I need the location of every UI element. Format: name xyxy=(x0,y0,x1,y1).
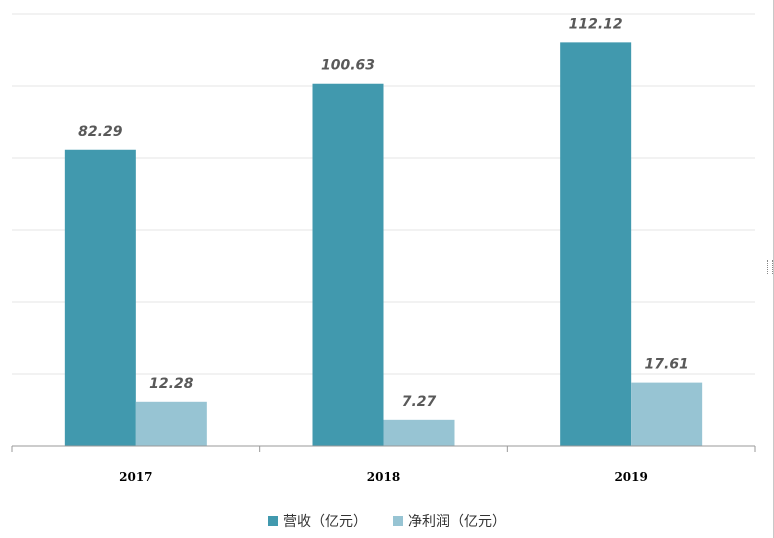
data-labels: 82.29 12.28 100.63 7.27 112.12 17.61 xyxy=(78,16,689,409)
bar[interactable] xyxy=(631,382,703,446)
data-label: 100.63 xyxy=(321,58,375,74)
bars xyxy=(64,42,703,447)
x-tick-label: 2018 xyxy=(367,470,400,484)
data-label: 82.29 xyxy=(78,124,123,140)
legend-swatch-net-profit xyxy=(393,516,403,526)
legend: 营收（亿元） 净利润（亿元） xyxy=(0,511,774,531)
data-label: 17.61 xyxy=(645,357,689,373)
x-tick-label: 2017 xyxy=(119,470,152,484)
legend-item-net-profit[interactable]: 净利润（亿元） xyxy=(393,511,506,531)
bar[interactable] xyxy=(135,401,207,446)
legend-swatch-revenue xyxy=(268,516,278,526)
resize-handle[interactable] xyxy=(767,260,773,274)
x-axis: 2017 2018 2019 xyxy=(11,445,756,484)
data-label: 7.27 xyxy=(402,394,437,410)
legend-label-revenue: 营收（亿元） xyxy=(283,514,367,530)
legend-item-revenue[interactable]: 营收（亿元） xyxy=(268,511,367,531)
data-label: 112.12 xyxy=(569,16,623,32)
data-label: 12.28 xyxy=(149,376,194,392)
x-tick-label: 2019 xyxy=(614,470,647,484)
bar[interactable] xyxy=(64,149,136,447)
bar[interactable] xyxy=(560,42,632,446)
bar[interactable] xyxy=(383,419,455,446)
legend-label-net-profit: 净利润（亿元） xyxy=(408,514,506,530)
bar[interactable] xyxy=(312,83,384,447)
